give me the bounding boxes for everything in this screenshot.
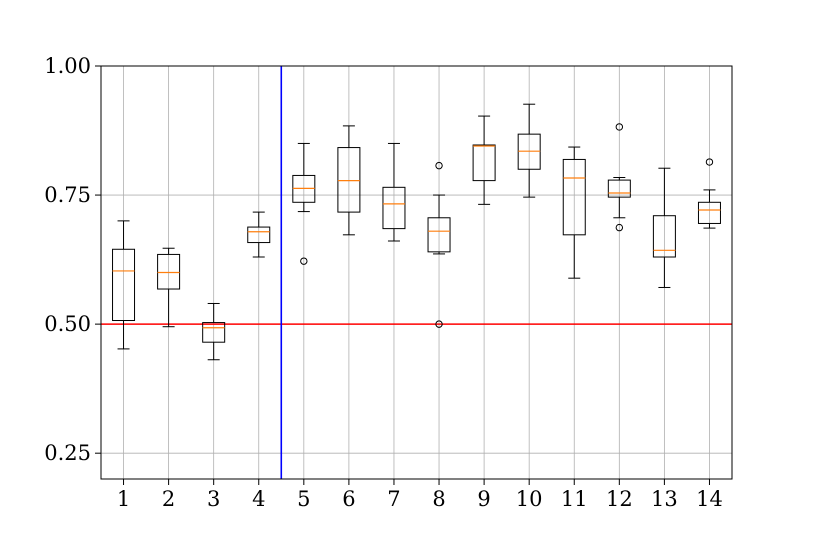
y-tick-label: 0.25 bbox=[44, 441, 91, 465]
y-tick-label: 0.75 bbox=[44, 183, 91, 207]
x-tick-label: 8 bbox=[432, 487, 445, 511]
box-iqr bbox=[562, 158, 586, 236]
outlier-point bbox=[705, 158, 714, 166]
y-tick-label: 1.00 bbox=[44, 54, 91, 78]
x-tick-label: 12 bbox=[606, 487, 633, 511]
box-12 bbox=[607, 123, 631, 232]
box-iqr bbox=[652, 215, 676, 258]
x-tick-label: 13 bbox=[651, 487, 678, 511]
x-tick-label: 10 bbox=[516, 487, 543, 511]
outlier-point bbox=[615, 223, 624, 232]
box-1 bbox=[112, 220, 136, 350]
box-7 bbox=[382, 142, 406, 242]
box-iqr bbox=[247, 226, 271, 244]
y-tick-label: 0.50 bbox=[44, 312, 91, 336]
box-iqr bbox=[337, 147, 361, 213]
box-3 bbox=[202, 302, 226, 361]
x-tick-label: 1 bbox=[117, 487, 130, 511]
box-iqr bbox=[607, 179, 631, 198]
ticks-layer: 0.250.500.751.001 2 3 4 5 6 7 8 9 10 11 12 13 14 bbox=[44, 54, 723, 511]
x-tick-label: 9 bbox=[477, 487, 490, 511]
boxes-layer bbox=[112, 103, 721, 361]
box-11 bbox=[562, 146, 586, 279]
box-14 bbox=[697, 158, 721, 229]
box-13 bbox=[652, 167, 676, 288]
x-tick-label: 14 bbox=[696, 487, 723, 511]
outlier-point bbox=[615, 123, 624, 131]
box-iqr bbox=[427, 217, 451, 253]
box-4 bbox=[247, 211, 271, 258]
grid-layer bbox=[101, 65, 732, 479]
x-tick-label: 4 bbox=[252, 487, 265, 511]
reference-lines bbox=[101, 66, 732, 479]
x-tick-label: 2 bbox=[162, 487, 175, 511]
box-5 bbox=[292, 142, 316, 265]
box-2 bbox=[157, 247, 181, 328]
box-8 bbox=[427, 161, 451, 328]
outlier-point bbox=[435, 320, 443, 328]
axes-frame bbox=[100, 65, 733, 480]
box-iqr bbox=[472, 144, 496, 182]
box-iqr bbox=[202, 322, 226, 343]
box-iqr bbox=[382, 186, 406, 230]
box-iqr bbox=[112, 248, 136, 322]
box-6 bbox=[337, 125, 361, 236]
x-tick-label: 6 bbox=[342, 487, 355, 511]
box-10 bbox=[517, 103, 541, 198]
outlier-point bbox=[300, 257, 308, 265]
box-9 bbox=[472, 115, 496, 205]
outlier-point bbox=[435, 161, 443, 170]
x-tick-label: 3 bbox=[207, 487, 220, 511]
box-iqr bbox=[157, 253, 181, 290]
x-tick-label: 5 bbox=[297, 487, 310, 511]
x-tick-label: 7 bbox=[387, 487, 400, 511]
x-tick-label: 11 bbox=[561, 487, 588, 511]
box-iqr bbox=[697, 201, 721, 224]
